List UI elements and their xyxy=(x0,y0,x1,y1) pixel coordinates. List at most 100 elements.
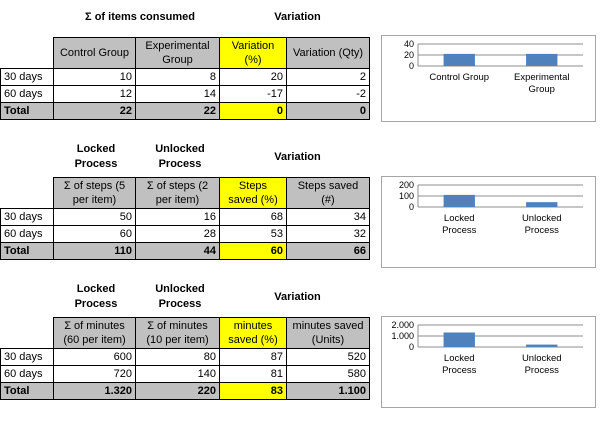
row-label: Total xyxy=(0,242,54,260)
data-table: Control Group Experimental Group Variati… xyxy=(0,37,370,120)
x-tick-label: Unlocked Process xyxy=(522,353,562,376)
table-cell: 60 xyxy=(53,225,136,243)
table-cell: 2 xyxy=(286,68,370,86)
table-row: 60 days 720 140 81 580 xyxy=(0,365,370,383)
table-row: 30 days 10 8 20 2 xyxy=(0,68,370,86)
total-cell: 60 xyxy=(219,242,287,260)
total-row: Total 22 22 0 0 xyxy=(0,102,370,120)
row-label: Total xyxy=(0,382,54,400)
column-header: Control Group xyxy=(53,37,136,69)
bar-chart: 0 100 200 Locked Process Unlocked Process xyxy=(381,176,596,268)
row-label: 60 days xyxy=(0,225,54,243)
table-cell: 34 xyxy=(286,208,370,226)
bar-chart: 0 20 40 Control Group Experimental Group xyxy=(381,35,596,122)
bar xyxy=(443,332,475,347)
total-cell: 0 xyxy=(286,102,370,120)
x-tick-label-line: Process xyxy=(525,365,560,376)
x-tick-label-line: Locked xyxy=(444,353,475,364)
bar xyxy=(526,53,558,66)
total-cell: 1.100 xyxy=(286,382,370,400)
data-table: Σ of minutes (60 per item) Σ of minutes … xyxy=(0,317,370,400)
table-cell: 53 xyxy=(219,225,287,243)
column-header: Σ of minutes (10 per item) xyxy=(135,317,220,349)
table-cell: 80 xyxy=(135,348,220,366)
header-mid: Unlocked Process xyxy=(155,283,205,310)
column-header: Experimental Group xyxy=(135,37,220,69)
row-label: 60 days xyxy=(0,85,54,103)
x-tick-label-line: Unlocked xyxy=(522,213,562,224)
y-tick-label: 40 xyxy=(404,39,414,49)
bar-chart: 0 1.000 2.000 Locked Process Unlocked Process xyxy=(381,316,596,408)
corner-cell xyxy=(0,317,54,349)
section-steps: Locked Process Unlocked Process Variatio… xyxy=(0,140,600,270)
table-cell: 50 xyxy=(53,208,136,226)
header-left: Σ of items consumed xyxy=(85,11,195,23)
y-tick-label: 0 xyxy=(409,61,414,71)
table-cell: -2 xyxy=(286,85,370,103)
y-tick-label: 20 xyxy=(404,50,414,60)
x-tick-label-line: Process xyxy=(525,225,560,236)
total-cell: 66 xyxy=(286,242,370,260)
y-tick-label: 2.000 xyxy=(391,320,414,330)
table-cell: 81 xyxy=(219,365,287,383)
column-header: Σ of steps (2 per item) xyxy=(135,177,220,209)
total-cell: 1.320 xyxy=(53,382,136,400)
bar xyxy=(526,344,558,347)
x-tick-label-line: Locked xyxy=(444,213,475,224)
header-mid: Unlocked Process xyxy=(155,143,205,170)
section-items-consumed: Σ of items consumed Variation Control Gr… xyxy=(0,0,600,130)
total-cell: 110 xyxy=(53,242,136,260)
total-cell: 22 xyxy=(53,102,136,120)
table-cell: 10 xyxy=(53,68,136,86)
row-label: 30 days xyxy=(0,208,54,226)
total-cell: 220 xyxy=(135,382,220,400)
total-cell: 83 xyxy=(219,382,287,400)
table-cell: 580 xyxy=(286,365,370,383)
x-tick-label-line: Unlocked xyxy=(522,353,562,364)
table-cell: 68 xyxy=(219,208,287,226)
table-cell: 8 xyxy=(135,68,220,86)
y-tick-label: 1.000 xyxy=(391,331,414,341)
corner-cell xyxy=(0,177,54,209)
corner-cell xyxy=(0,37,54,69)
bar xyxy=(443,53,475,66)
header-left: Locked Process xyxy=(74,283,118,310)
column-header: Steps saved (%) xyxy=(219,177,287,209)
x-tick-label-line: Control Group xyxy=(429,72,489,83)
table-cell: 28 xyxy=(135,225,220,243)
bar xyxy=(443,194,475,207)
table-cell: 87 xyxy=(219,348,287,366)
bar xyxy=(526,202,558,207)
table-cell: 600 xyxy=(53,348,136,366)
table-row: 30 days 600 80 87 520 xyxy=(0,348,370,366)
table-cell: 140 xyxy=(135,365,220,383)
column-header: Σ of steps (5 per item) xyxy=(53,177,136,209)
x-tick-label-line: Process xyxy=(442,225,477,236)
table-header-row: Σ of minutes (60 per item) Σ of minutes … xyxy=(0,317,370,349)
table-row: 60 days 60 28 53 32 xyxy=(0,225,370,243)
header-left: Locked Process xyxy=(74,143,118,170)
x-tick-label-line: Process xyxy=(442,365,477,376)
column-header: Σ of minutes (60 per item) xyxy=(53,317,136,349)
total-row: Total 1.320 220 83 1.100 xyxy=(0,382,370,400)
header-variation: Variation xyxy=(274,151,321,163)
table-cell: -17 xyxy=(219,85,287,103)
column-header: Steps saved (#) xyxy=(286,177,370,209)
table-cell: 14 xyxy=(135,85,220,103)
total-cell: 22 xyxy=(135,102,220,120)
x-tick-label: Control Group xyxy=(429,72,489,83)
data-table: Σ of steps (5 per item) Σ of steps (2 pe… xyxy=(0,177,370,260)
table-cell: 720 xyxy=(53,365,136,383)
y-tick-label: 0 xyxy=(409,342,414,352)
header-variation: Variation xyxy=(274,11,321,23)
table-cell: 520 xyxy=(286,348,370,366)
y-tick-label: 0 xyxy=(409,202,414,212)
column-header: Variation (%) xyxy=(219,37,287,69)
table-header-row: Σ of steps (5 per item) Σ of steps (2 pe… xyxy=(0,177,370,209)
y-tick-label: 100 xyxy=(399,191,414,201)
table-cell: 32 xyxy=(286,225,370,243)
section-minutes: Locked Process Unlocked Process Variatio… xyxy=(0,280,600,425)
column-header: minutes saved (%) xyxy=(219,317,287,349)
